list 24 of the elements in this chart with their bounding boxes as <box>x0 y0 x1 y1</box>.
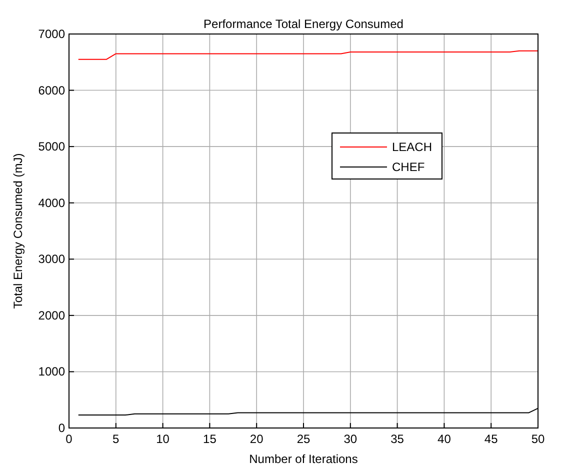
y-tick-label: 1000 <box>38 364 66 379</box>
y-axis-title: Total Energy Consumed (mJ) <box>11 153 25 309</box>
x-tick-label: 40 <box>438 432 452 446</box>
line-series <box>78 50 538 60</box>
x-tick-label: 5 <box>112 432 120 446</box>
y-tick-label: 4000 <box>38 196 66 210</box>
legend-label: CHEF <box>392 160 425 174</box>
x-tick-label: 30 <box>344 432 358 446</box>
y-tick-label: 6000 <box>38 83 66 98</box>
y-tick-label: 2000 <box>38 308 66 322</box>
x-tick-label: 10 <box>156 432 170 446</box>
x-tick-label: 35 <box>390 432 404 446</box>
x-tick-label: 25 <box>296 432 310 446</box>
legend-label: LEACH <box>392 140 432 154</box>
y-tick-label: 0 <box>58 421 66 435</box>
x-tick-label: 20 <box>250 432 264 446</box>
x-tick-label: 45 <box>484 432 498 446</box>
y-tick-label: 3000 <box>38 252 66 266</box>
y-tick-label: 5000 <box>38 140 66 154</box>
y-tick-label: 7000 <box>38 27 66 41</box>
x-tick-label: 50 <box>531 432 545 446</box>
x-axis-title: Number of Iterations <box>249 452 358 466</box>
chart-title: Performance Total Energy Consumed <box>204 17 404 31</box>
x-tick-label: 15 <box>203 432 217 446</box>
